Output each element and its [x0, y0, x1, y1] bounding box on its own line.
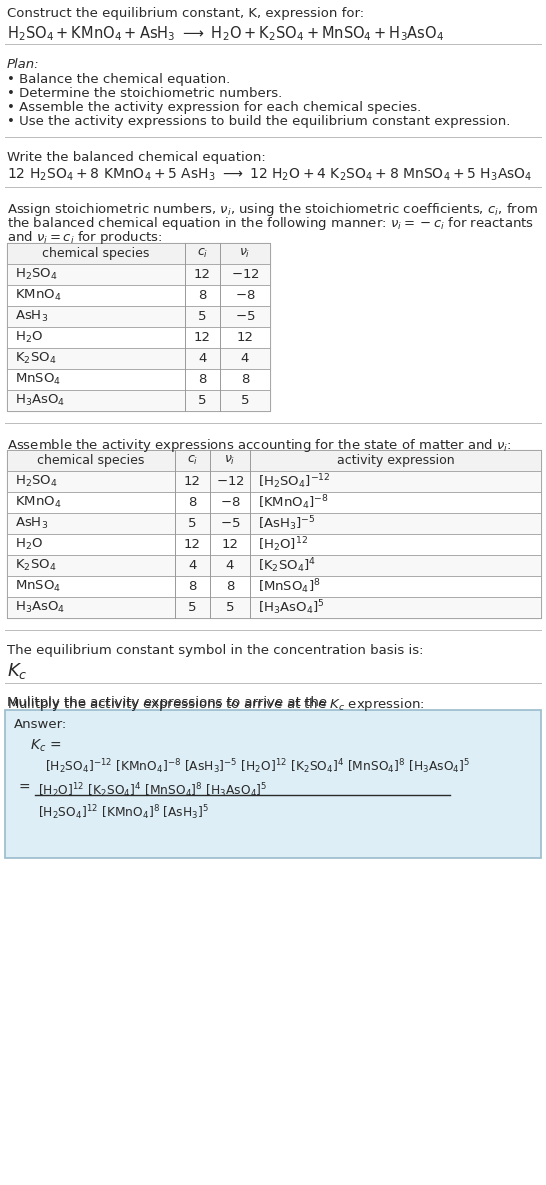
FancyBboxPatch shape [7, 306, 270, 327]
Text: $\mathrm{H_2O}$: $\mathrm{H_2O}$ [15, 329, 43, 345]
Text: • Use the activity expressions to build the equilibrium constant expression.: • Use the activity expressions to build … [7, 115, 511, 128]
Text: $[\mathrm{H_3AsO_4}]^{5}$: $[\mathrm{H_3AsO_4}]^{5}$ [258, 598, 324, 617]
Text: 5: 5 [198, 310, 207, 324]
FancyBboxPatch shape [5, 710, 541, 858]
Text: $-8$: $-8$ [235, 289, 256, 302]
Text: 5: 5 [188, 601, 197, 614]
Text: 5: 5 [188, 517, 197, 530]
Text: $\mathit{K_c}$: $\mathit{K_c}$ [7, 661, 27, 681]
Text: $\mathrm{H_2O}$: $\mathrm{H_2O}$ [15, 537, 43, 552]
FancyBboxPatch shape [7, 492, 541, 513]
Text: $-5$: $-5$ [219, 517, 240, 530]
Text: $[\mathrm{H_2O}]^{12}$: $[\mathrm{H_2O}]^{12}$ [258, 536, 308, 553]
Text: $[\mathrm{KMnO_4}]^{-8}$: $[\mathrm{KMnO_4}]^{-8}$ [258, 493, 329, 512]
Text: $\mathrm{H_2SO_4}$: $\mathrm{H_2SO_4}$ [15, 267, 58, 282]
Text: $\mathrm{MnSO_4}$: $\mathrm{MnSO_4}$ [15, 372, 61, 387]
Text: Answer:: Answer: [14, 718, 67, 731]
Text: $\mathrm{K_2SO_4}$: $\mathrm{K_2SO_4}$ [15, 351, 56, 366]
Text: $\mathrm{12\ H_2SO_4 + 8\ KMnO_4 + 5\ AsH_3\ \longrightarrow\ 12\ H_2O + 4\ K_2S: $\mathrm{12\ H_2SO_4 + 8\ KMnO_4 + 5\ As… [7, 167, 532, 184]
Text: $\mathrm{H_2SO_4}$: $\mathrm{H_2SO_4}$ [15, 474, 58, 489]
Text: 8: 8 [226, 579, 234, 592]
Text: $c_i$: $c_i$ [187, 454, 198, 467]
Text: $\mathrm{K_2SO_4}$: $\mathrm{K_2SO_4}$ [15, 558, 56, 574]
Text: =: = [18, 781, 29, 795]
FancyBboxPatch shape [7, 470, 541, 492]
Text: $-8$: $-8$ [219, 497, 240, 510]
Text: $c_i$: $c_i$ [197, 246, 208, 260]
Text: 12: 12 [236, 331, 253, 344]
Text: $[\mathrm{H_2SO_4}]^{-12}$: $[\mathrm{H_2SO_4}]^{-12}$ [258, 472, 330, 491]
FancyBboxPatch shape [7, 286, 270, 306]
Text: 5: 5 [241, 393, 250, 406]
Text: 4: 4 [241, 352, 249, 365]
FancyBboxPatch shape [7, 450, 541, 470]
Text: $[\mathrm{H_2SO_4}]^{-12}\ [\mathrm{KMnO_4}]^{-8}\ [\mathrm{AsH_3}]^{-5}\ [\math: $[\mathrm{H_2SO_4}]^{-12}\ [\mathrm{KMnO… [45, 757, 470, 776]
Text: $\mathrm{AsH_3}$: $\mathrm{AsH_3}$ [15, 515, 48, 531]
Text: $\mathrm{MnSO_4}$: $\mathrm{MnSO_4}$ [15, 579, 61, 594]
Text: 12: 12 [184, 538, 201, 551]
Text: $[\mathrm{AsH_3}]^{-5}$: $[\mathrm{AsH_3}]^{-5}$ [258, 514, 316, 533]
Text: $\mathrm{AsH_3}$: $\mathrm{AsH_3}$ [15, 309, 48, 324]
Text: 4: 4 [226, 559, 234, 572]
Text: $\nu_i$: $\nu_i$ [239, 246, 251, 260]
Text: $[\mathrm{K_2SO_4}]^{4}$: $[\mathrm{K_2SO_4}]^{4}$ [258, 556, 316, 575]
Text: 8: 8 [188, 497, 197, 510]
Text: 5: 5 [225, 601, 234, 614]
Text: $\mathit{K_c}$ =: $\mathit{K_c}$ = [30, 738, 61, 755]
FancyBboxPatch shape [7, 513, 541, 534]
FancyBboxPatch shape [7, 243, 270, 264]
Text: $[\mathrm{MnSO_4}]^{8}$: $[\mathrm{MnSO_4}]^{8}$ [258, 577, 321, 596]
FancyBboxPatch shape [7, 327, 270, 348]
FancyBboxPatch shape [7, 390, 270, 411]
Text: 8: 8 [198, 373, 207, 386]
Text: 8: 8 [241, 373, 249, 386]
Text: chemical species: chemical species [37, 454, 145, 467]
Text: 12: 12 [222, 538, 239, 551]
Text: • Assemble the activity expression for each chemical species.: • Assemble the activity expression for e… [7, 101, 422, 114]
Text: $[\mathrm{H_2O}]^{12}\ [\mathrm{K_2SO_4}]^{4}\ [\mathrm{MnSO_4}]^{8}\ [\mathrm{H: $[\mathrm{H_2O}]^{12}\ [\mathrm{K_2SO_4}… [38, 781, 268, 800]
Text: Plan:: Plan: [7, 58, 40, 71]
Text: • Balance the chemical equation.: • Balance the chemical equation. [7, 73, 230, 87]
Text: 5: 5 [198, 393, 207, 406]
Text: 12: 12 [194, 331, 211, 344]
FancyBboxPatch shape [7, 597, 541, 619]
Text: $[\mathrm{H_2SO_4}]^{12}\ [\mathrm{KMnO_4}]^{8}\ [\mathrm{AsH_3}]^{5}$: $[\mathrm{H_2SO_4}]^{12}\ [\mathrm{KMnO_… [38, 803, 209, 821]
FancyBboxPatch shape [7, 576, 541, 597]
Text: Write the balanced chemical equation:: Write the balanced chemical equation: [7, 150, 266, 164]
FancyBboxPatch shape [7, 534, 541, 555]
FancyBboxPatch shape [7, 369, 270, 390]
FancyBboxPatch shape [7, 348, 270, 369]
FancyBboxPatch shape [7, 264, 270, 286]
Text: and $\nu_i = c_i$ for products:: and $\nu_i = c_i$ for products: [7, 229, 163, 246]
Text: Construct the equilibrium constant, K, expression for:: Construct the equilibrium constant, K, e… [7, 7, 364, 20]
FancyBboxPatch shape [7, 450, 541, 619]
Text: $-12$: $-12$ [216, 475, 244, 488]
Text: $\mathrm{KMnO_4}$: $\mathrm{KMnO_4}$ [15, 288, 61, 303]
Text: 8: 8 [188, 579, 197, 592]
Text: $-5$: $-5$ [235, 310, 255, 324]
Text: $\nu_i$: $\nu_i$ [224, 454, 236, 467]
Text: chemical species: chemical species [42, 246, 150, 260]
Text: activity expression: activity expression [337, 454, 454, 467]
Text: 8: 8 [198, 289, 207, 302]
FancyBboxPatch shape [7, 243, 270, 411]
Text: Assign stoichiometric numbers, $\nu_i$, using the stoichiometric coefficients, $: Assign stoichiometric numbers, $\nu_i$, … [7, 201, 538, 218]
Text: $-12$: $-12$ [230, 268, 259, 281]
Text: 12: 12 [194, 268, 211, 281]
Text: Mulitply the activity expressions to arrive at the: Mulitply the activity expressions to arr… [7, 696, 336, 709]
FancyBboxPatch shape [7, 555, 541, 576]
Text: Mulitply the activity expressions to arrive at the $\mathit{K_c}$ expression:: Mulitply the activity expressions to arr… [7, 696, 425, 713]
Text: $\mathrm{KMnO_4}$: $\mathrm{KMnO_4}$ [15, 495, 61, 510]
Text: • Determine the stoichiometric numbers.: • Determine the stoichiometric numbers. [7, 87, 282, 100]
Text: $\mathrm{H_3AsO_4}$: $\mathrm{H_3AsO_4}$ [15, 393, 65, 408]
Text: The equilibrium constant symbol in the concentration basis is:: The equilibrium constant symbol in the c… [7, 643, 424, 656]
Text: the balanced chemical equation in the following manner: $\nu_i = -c_i$ for react: the balanced chemical equation in the fo… [7, 214, 534, 232]
Text: $\mathrm{H_2SO_4 + KMnO_4 + AsH_3\ \longrightarrow\ H_2O + K_2SO_4 + MnSO_4 + H_: $\mathrm{H_2SO_4 + KMnO_4 + AsH_3\ \long… [7, 24, 444, 43]
Text: 12: 12 [184, 475, 201, 488]
Text: 4: 4 [198, 352, 207, 365]
Text: Assemble the activity expressions accounting for the state of matter and $\nu_i$: Assemble the activity expressions accoun… [7, 437, 512, 454]
Text: 4: 4 [188, 559, 197, 572]
Text: $\mathrm{H_3AsO_4}$: $\mathrm{H_3AsO_4}$ [15, 600, 65, 615]
